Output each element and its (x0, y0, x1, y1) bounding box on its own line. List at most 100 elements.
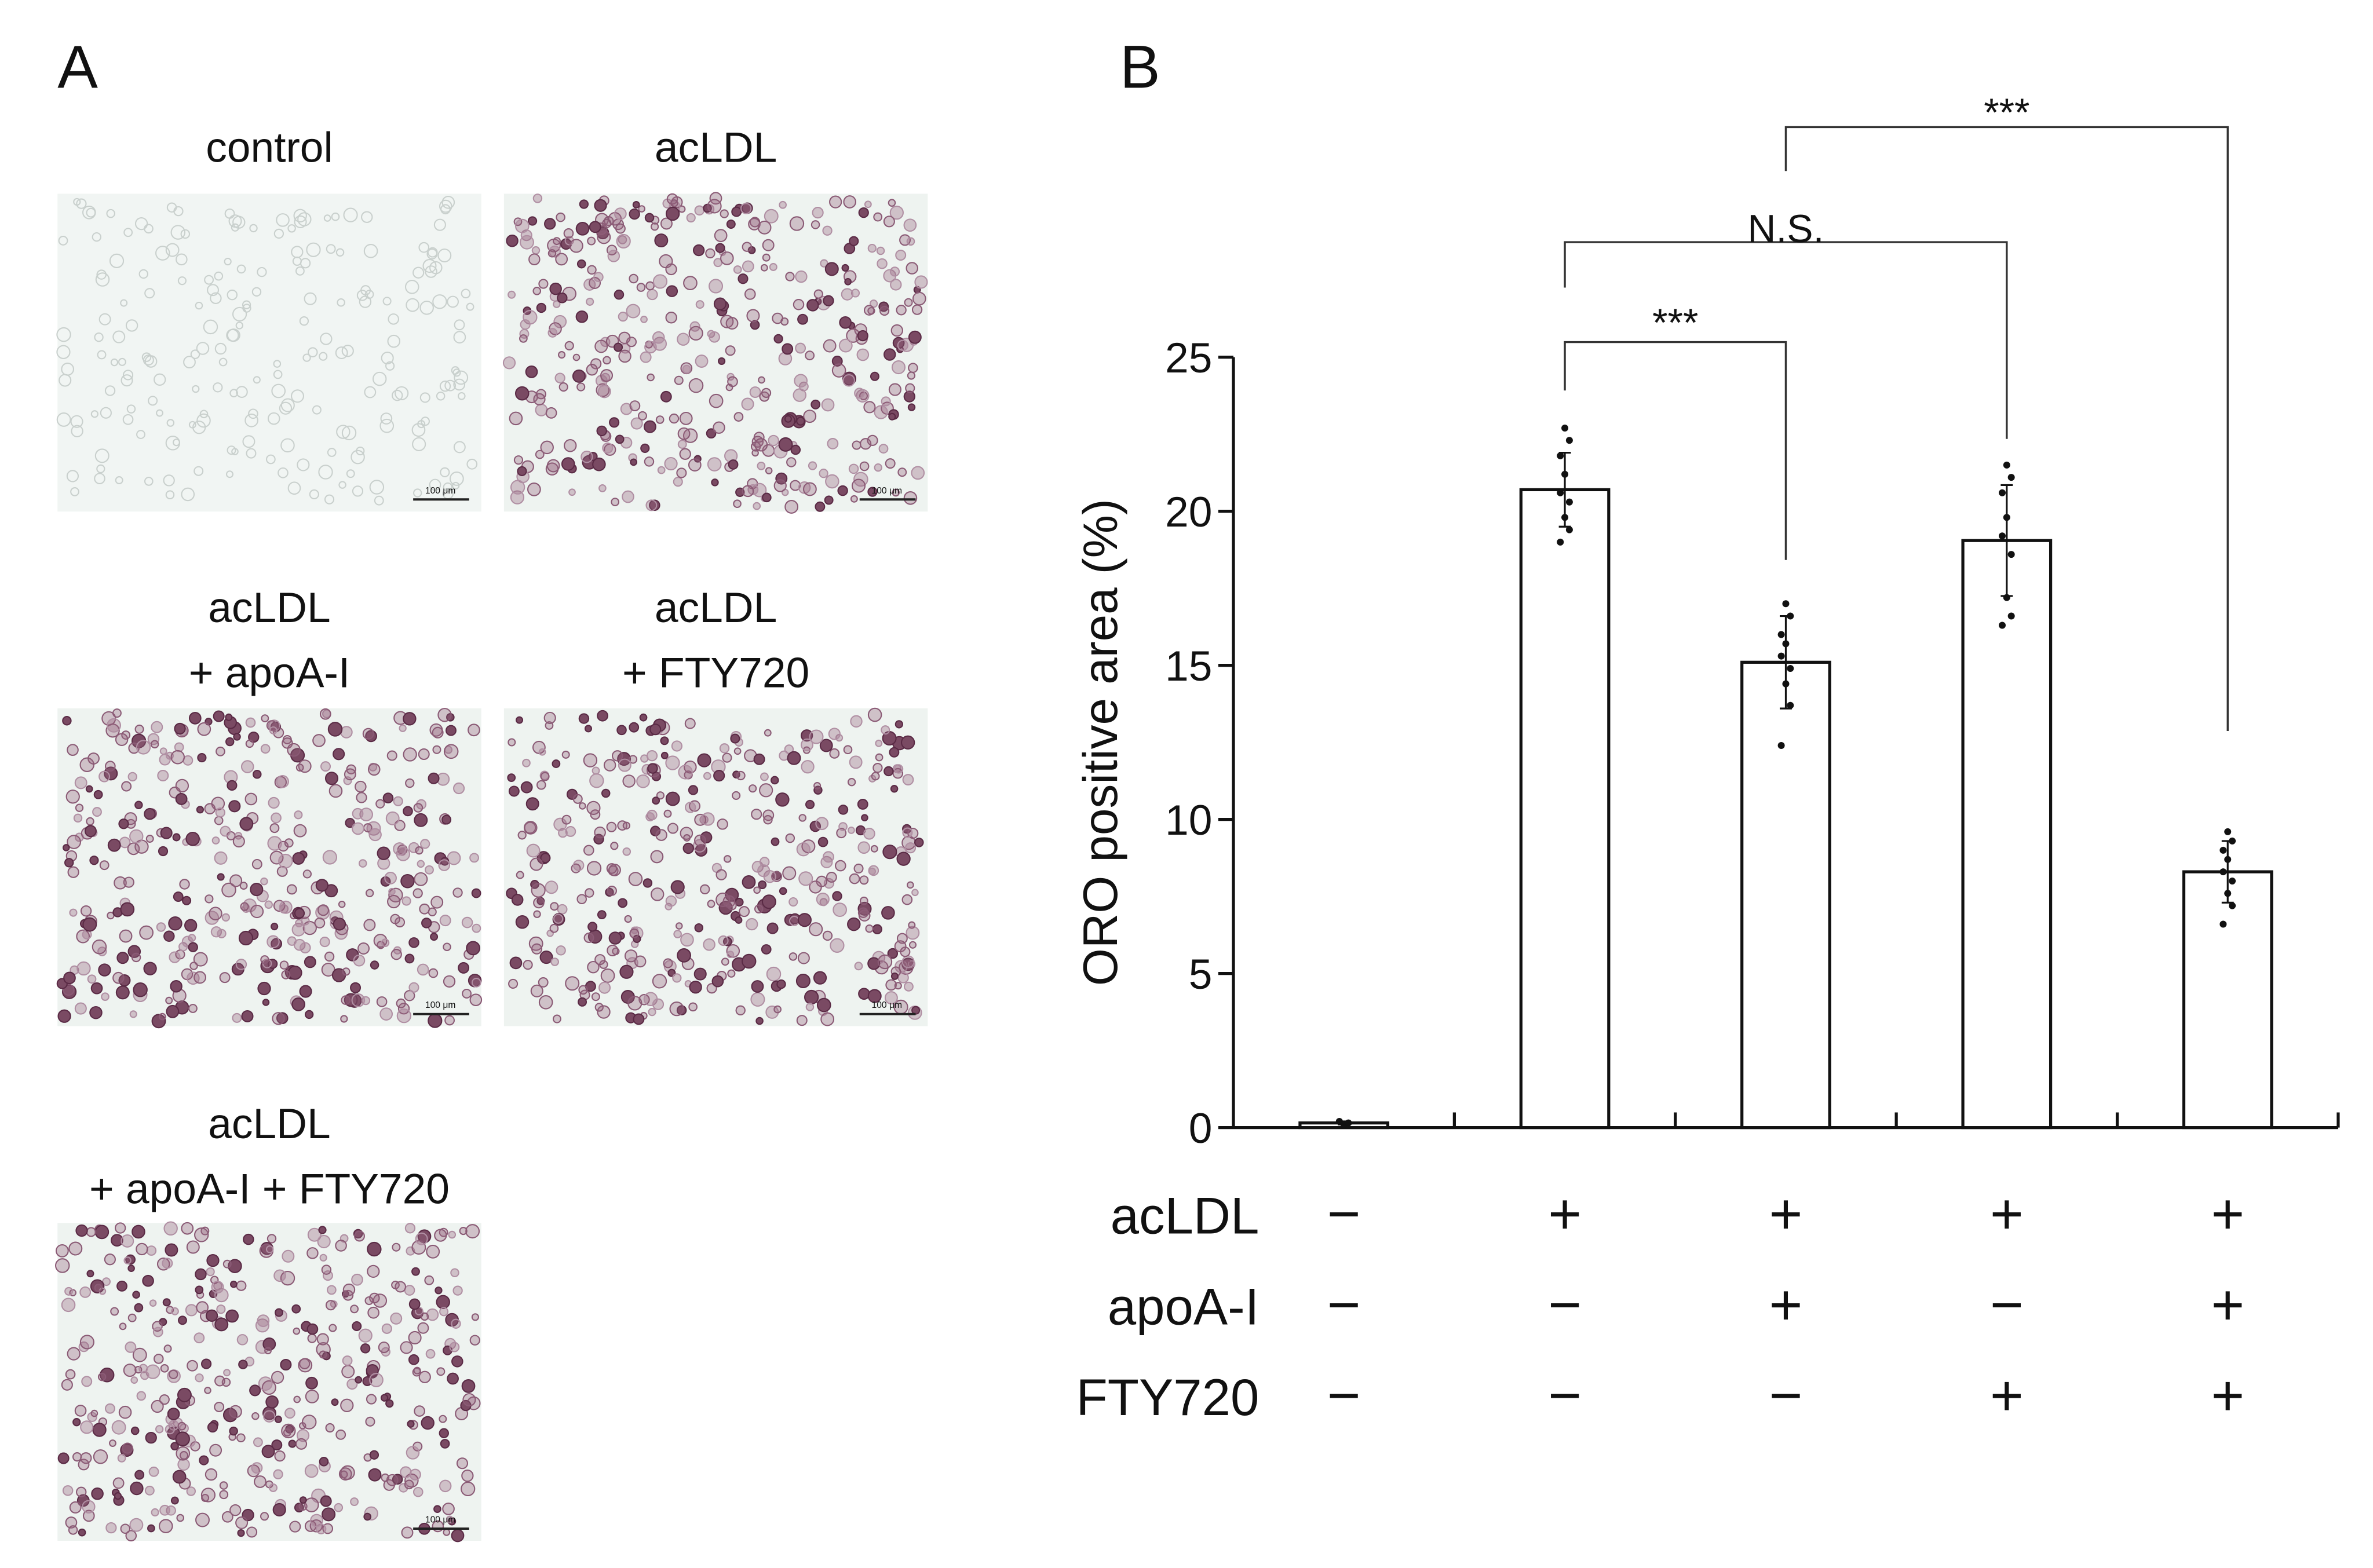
cell (287, 224, 296, 233)
cell (421, 416, 430, 426)
cell (596, 425, 607, 437)
cell (418, 242, 430, 253)
cell (72, 1452, 82, 1462)
cell (159, 747, 167, 755)
cell (543, 711, 556, 725)
cell (788, 952, 798, 961)
cell (822, 851, 834, 863)
cell (904, 842, 917, 854)
cell (130, 1426, 140, 1435)
cell (859, 896, 868, 905)
cell (520, 319, 531, 330)
cell (404, 990, 415, 1002)
cell (151, 1399, 164, 1413)
cell (709, 393, 724, 408)
cell (309, 489, 319, 500)
cell (415, 846, 424, 855)
cell (523, 821, 538, 835)
cell (271, 812, 282, 824)
data-point (1777, 631, 1785, 638)
cell (520, 781, 533, 794)
cell (157, 769, 169, 781)
cell (642, 878, 653, 888)
cell (549, 282, 562, 295)
condition-sign: − (1548, 1364, 1582, 1428)
cell (93, 1449, 108, 1464)
cell (908, 363, 918, 373)
cell (373, 1293, 388, 1308)
cell (459, 1227, 468, 1236)
cell (158, 1013, 166, 1021)
cell (536, 780, 546, 790)
cell (221, 1511, 233, 1523)
cell (116, 952, 129, 964)
cell (873, 212, 883, 222)
cell (638, 411, 647, 421)
cell (412, 888, 423, 898)
cell (207, 1421, 218, 1433)
cell (65, 1516, 78, 1529)
cell (304, 956, 316, 968)
cell (352, 822, 364, 835)
cell (552, 1014, 561, 1024)
cell (771, 837, 780, 846)
cell (232, 835, 245, 848)
cell (295, 266, 305, 276)
cell (808, 461, 817, 470)
cell (539, 951, 553, 964)
cell (127, 1264, 135, 1273)
cell (352, 1321, 362, 1331)
cell (200, 1487, 216, 1503)
cell (815, 501, 826, 512)
cell (280, 438, 295, 453)
cell (584, 725, 593, 733)
cell (720, 251, 734, 265)
cell (440, 204, 451, 215)
cell (204, 1387, 211, 1394)
cell (885, 458, 896, 469)
cell (598, 981, 611, 994)
cell (735, 1005, 746, 1016)
cell (227, 289, 238, 301)
cell (761, 944, 772, 955)
micrograph (56, 193, 481, 512)
cell (759, 783, 773, 798)
cell (723, 855, 732, 863)
cell (92, 232, 101, 242)
cell (367, 763, 381, 776)
cell (69, 908, 78, 917)
cell (194, 1227, 209, 1242)
cell (132, 1225, 145, 1239)
cell (227, 780, 238, 791)
cell (545, 880, 558, 894)
cell (211, 1281, 224, 1294)
cell (156, 922, 166, 932)
cell (449, 1342, 460, 1353)
cell (211, 836, 220, 845)
cell (152, 1326, 163, 1337)
cell (902, 827, 913, 838)
cell (187, 1359, 198, 1372)
cell (707, 900, 715, 908)
cell (815, 817, 829, 831)
cell (369, 1372, 384, 1387)
cell (802, 482, 817, 496)
cell (225, 1309, 239, 1323)
cell (751, 809, 762, 820)
data-point (2219, 920, 2227, 928)
cell (293, 824, 307, 838)
cell (412, 266, 425, 279)
cell (665, 791, 680, 806)
cell (335, 1429, 346, 1440)
data-point (1998, 532, 2006, 540)
cell (553, 913, 564, 924)
cell (393, 796, 403, 806)
cell (239, 882, 248, 890)
cell (557, 904, 568, 915)
cell (240, 760, 254, 773)
cell (689, 981, 702, 994)
cell (594, 826, 606, 839)
cell (127, 842, 140, 856)
cell (92, 807, 102, 817)
cell (683, 276, 698, 291)
